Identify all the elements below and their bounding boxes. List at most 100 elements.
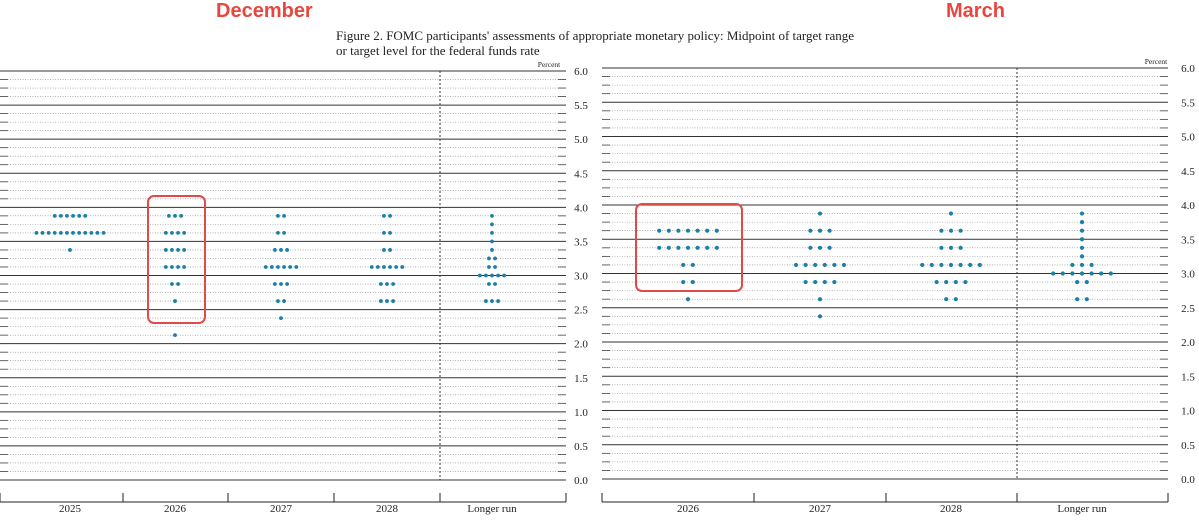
december-dot-2026 [167, 213, 171, 218]
march-dot-2026 [690, 262, 695, 268]
march-x-label-2027: 2027 [809, 503, 832, 515]
december-y-tick-label: 3.5 [574, 236, 588, 248]
march-dot-2026 [714, 228, 719, 233]
december-dot-2025 [40, 230, 45, 235]
december-x-label-2026: 2026 [164, 503, 187, 515]
march-dot-2027 [822, 262, 827, 268]
december-dot-2025 [68, 248, 72, 252]
december-dot-2028 [379, 299, 383, 303]
march-dot-longer-run [1060, 271, 1065, 276]
march-dot-2026 [690, 279, 695, 285]
december-dot-2027 [276, 230, 280, 235]
december-dot-2027 [282, 299, 286, 303]
march-dot-2028 [958, 245, 963, 250]
december-y-tick-label: 5.0 [574, 134, 588, 146]
march-dot-2026 [705, 245, 710, 250]
march-dot-2027 [808, 228, 813, 233]
december-dot-2025 [95, 230, 100, 235]
march-dot-2026 [676, 228, 681, 233]
march-dot-2027 [813, 279, 818, 285]
december-dot-2026 [170, 230, 174, 235]
march-dot-longer-run [1108, 271, 1113, 276]
march-dot-longer-run [1075, 297, 1080, 302]
march-dot-2026 [666, 245, 671, 250]
march-y-tick-label: 0.5 [1181, 440, 1195, 452]
march-y-tick-label: 5.5 [1181, 97, 1195, 109]
december-dot-2027 [285, 248, 289, 252]
march-dot-2026 [685, 245, 691, 250]
december-dot-2025 [46, 230, 51, 235]
december-dot-2028 [388, 248, 392, 252]
december-dot-2025 [65, 213, 69, 218]
december-dot-2025 [52, 230, 57, 235]
december-dot-2027 [276, 265, 280, 269]
march-dot-2028 [939, 262, 944, 268]
december-dot-2028 [394, 265, 399, 269]
december-dot-2025 [101, 230, 106, 235]
december-dot-2026 [173, 333, 177, 338]
december-dot-longer-run [502, 273, 507, 278]
december-dot-longer-run [487, 265, 491, 269]
december-dot-2028 [400, 265, 405, 269]
march-y-tick-label: 1.0 [1181, 406, 1195, 418]
december-dot-2028 [385, 282, 389, 286]
december-dot-longer-run [477, 273, 482, 278]
march-x-label-2026: 2026 [677, 503, 700, 515]
march-dot-2027 [808, 245, 813, 250]
december-dot-2027 [279, 282, 283, 286]
december-dot-longer-run [484, 299, 488, 303]
march-unit-label: Percent [1145, 57, 1168, 66]
march-dot-2028 [958, 228, 963, 233]
march-dot-2028 [948, 245, 954, 250]
march-dot-longer-run [1079, 271, 1085, 276]
march-dot-longer-run [1079, 211, 1085, 216]
figure-title-line-1: Figure 2. FOMC participants' assessments… [336, 28, 855, 43]
december-dot-longer-run [490, 230, 494, 235]
march-dot-2026 [695, 228, 700, 233]
december-dot-2025 [58, 213, 63, 218]
december-dot-longer-run [490, 222, 494, 227]
december-y-tick-label: 0.0 [574, 475, 588, 487]
december-dot-2027 [282, 213, 286, 218]
march-header: March [946, 0, 1005, 22]
march-dot-2026 [714, 245, 719, 250]
march-dot-2026 [695, 245, 700, 250]
march-dot-2026 [676, 245, 681, 250]
december-dot-2027 [285, 282, 289, 286]
december-y-tick-label: 0.5 [574, 441, 588, 453]
march-dot-2027 [827, 228, 832, 233]
december-dot-longer-run [493, 282, 497, 286]
december-header: December [216, 0, 313, 22]
december-y-tick-label: 5.5 [574, 100, 588, 112]
march-y-tick-label: 1.5 [1181, 371, 1195, 383]
march-dot-longer-run [1079, 245, 1085, 250]
december-dot-2027 [279, 248, 283, 252]
december-dot-2027 [276, 299, 280, 303]
march-dot-2027 [827, 245, 832, 250]
december-dot-2026 [179, 213, 184, 218]
march-dot-longer-run [1084, 279, 1089, 285]
march-highlight-box-2026 [635, 203, 743, 292]
march-dot-2027 [817, 228, 823, 233]
december-dot-2025 [77, 213, 82, 218]
figure-title-line-2: or target level for the federal funds ra… [336, 43, 540, 58]
december-y-tick-label: 4.0 [574, 202, 588, 214]
december-dot-2026 [182, 248, 187, 252]
december-dot-longer-run [490, 273, 494, 278]
march-dot-2026 [681, 279, 686, 285]
march-dot-2028 [948, 211, 954, 216]
december-dot-2025 [89, 230, 94, 235]
december-dot-2028 [379, 282, 383, 286]
march-dot-longer-run [1070, 271, 1075, 276]
december-dot-longer-run [487, 282, 491, 286]
march-dot-2027 [817, 245, 823, 250]
march-dot-2026 [685, 228, 691, 233]
march-y-tick-label: 3.5 [1181, 234, 1195, 246]
december-dot-longer-run [490, 239, 494, 244]
december-dot-2028 [391, 299, 395, 303]
december-dot-2026 [173, 213, 177, 218]
december-dot-2025 [58, 230, 63, 235]
march-dot-2028 [939, 245, 944, 250]
december-dot-2027 [294, 265, 299, 269]
december-dot-2028 [382, 213, 386, 218]
